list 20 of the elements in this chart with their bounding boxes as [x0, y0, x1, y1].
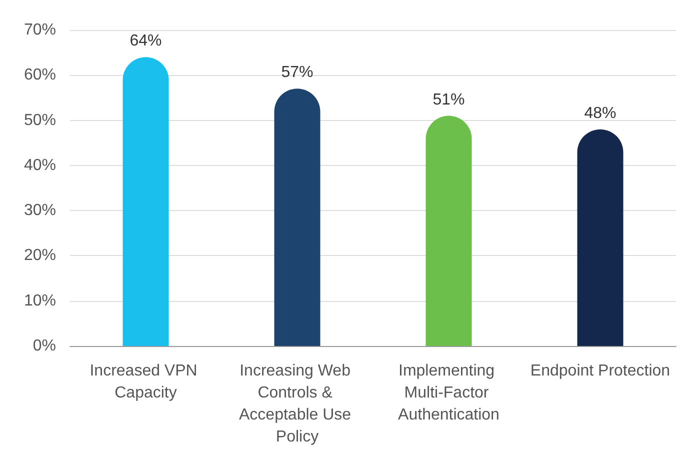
data-label: 57% [281, 64, 314, 82]
bar [577, 129, 624, 346]
data-label: 51% [432, 91, 465, 108]
y-tick-label: 50% [24, 112, 56, 129]
data-label: 64% [130, 32, 162, 50]
x-tick-label: Increased VPN Capacity [90, 362, 202, 402]
y-tick-label: 10% [24, 292, 56, 310]
y-tick-label: 20% [24, 247, 56, 264]
data-label: 48% [584, 104, 616, 122]
x-tick-label: Increasing Web Controls & Acceptable Use Policy [238, 362, 356, 446]
x-tick-label: Endpoint Protection [530, 362, 670, 380]
bar [426, 116, 472, 346]
y-tick-label: 60% [24, 66, 56, 84]
y-tick-label: 70% [24, 22, 56, 38]
bar [122, 57, 169, 346]
y-tick-label: 30% [24, 202, 56, 220]
bar [274, 88, 320, 346]
y-tick-label: 0% [32, 338, 56, 354]
y-tick-label: 40% [24, 156, 56, 174]
x-tick-label: Implementing Multi-Factor Authentication [398, 362, 500, 424]
